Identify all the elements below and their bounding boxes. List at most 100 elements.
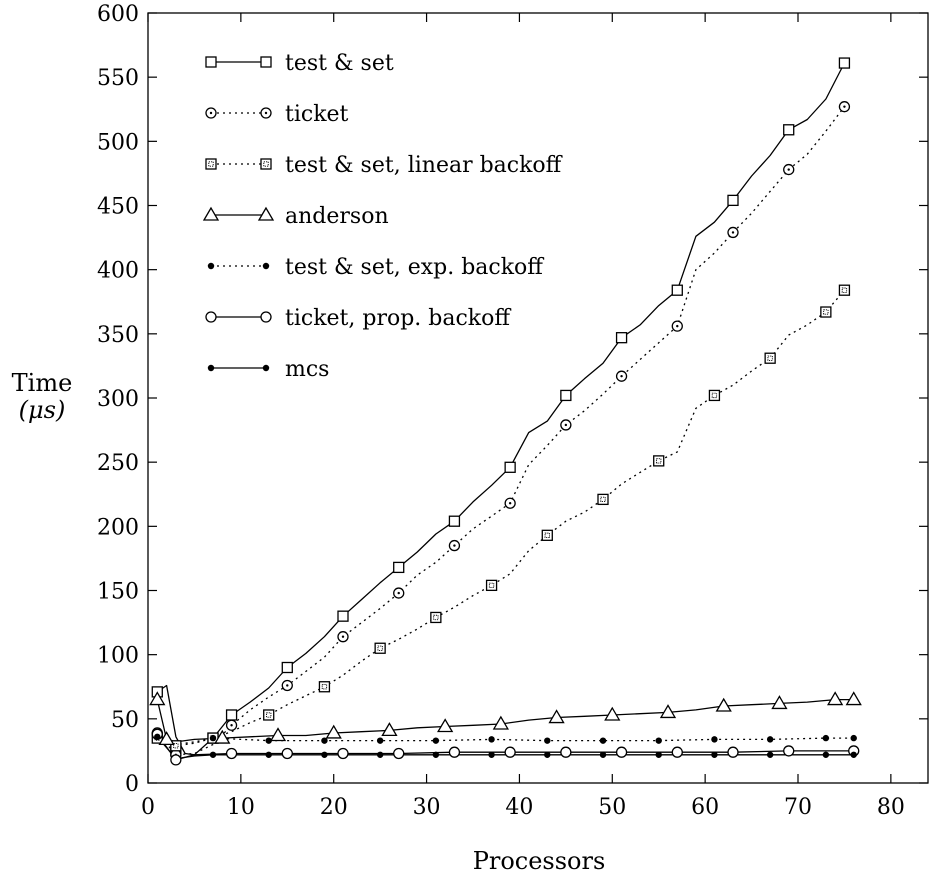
marker-inner	[731, 231, 735, 234]
data-point-series-6	[432, 751, 440, 758]
legend-marker	[260, 311, 272, 323]
y-tick-label: 0	[125, 772, 139, 797]
data-point-series-1	[838, 101, 851, 113]
series-line-5	[156, 733, 854, 761]
data-point-series-6	[655, 751, 662, 758]
data-point-series-2	[597, 493, 609, 506]
marker-inner	[230, 724, 233, 727]
y-axis-label-line-2: (μs)	[19, 396, 66, 424]
marker-inner	[841, 287, 848, 293]
marker-outline	[838, 284, 851, 296]
data-point-series-5	[560, 746, 572, 758]
marker-outline	[374, 642, 386, 654]
data-point-series-0	[225, 709, 238, 721]
legend-marker	[262, 262, 270, 270]
data-point-series-1	[393, 587, 405, 599]
data-point-series-0	[783, 124, 795, 136]
marker-inner	[173, 743, 179, 749]
data-point-series-3	[325, 724, 342, 739]
legend-item: ticket, prop. backoff	[205, 306, 511, 331]
data-point-series-2	[820, 306, 832, 318]
data-point-series-6	[321, 751, 328, 758]
data-point-series-6	[822, 751, 830, 758]
marker-inner	[286, 684, 289, 687]
marker-inner	[843, 105, 846, 108]
marker-inner	[266, 712, 272, 718]
marker-inner	[433, 614, 439, 621]
data-point-series-4	[655, 737, 662, 744]
data-point-series-6	[209, 751, 217, 758]
legend: test & set ticket test & set, linear backo…	[202, 51, 563, 382]
data-point-series-3	[845, 691, 862, 706]
data-point-series-6	[488, 751, 495, 758]
y-tick-label: 500	[97, 130, 139, 155]
data-point-series-3	[771, 695, 788, 710]
marker-inner	[488, 582, 495, 589]
marker-inner	[397, 591, 400, 595]
data-point-series-6	[544, 751, 551, 758]
data-point-series-4	[209, 734, 217, 742]
data-point-series-2	[430, 611, 442, 624]
data-point-series-0	[337, 610, 349, 622]
series-markers	[149, 57, 862, 766]
data-point-series-4	[488, 736, 495, 743]
data-point-series-4	[766, 736, 774, 743]
y-tick-label: 300	[97, 387, 139, 412]
data-point-series-1	[783, 163, 795, 176]
y-tick-label: 50	[111, 708, 139, 733]
series-line-4	[157, 736, 854, 746]
y-tick-label: 200	[97, 515, 139, 540]
data-point-series-5	[337, 747, 349, 760]
marker-inner	[263, 161, 269, 167]
marker-outline	[318, 681, 331, 693]
series-line-2	[157, 289, 845, 747]
marker-inner	[264, 111, 268, 115]
data-point-series-3	[659, 704, 677, 719]
data-point-series-0	[504, 461, 516, 473]
data-point-series-1	[337, 631, 349, 643]
x-axis-ticks: 0 10 20 30 40 50 60 70 80	[141, 13, 905, 820]
x-tick-label: 70	[784, 795, 812, 820]
legend-label: mcs	[285, 357, 329, 382]
plot-frame	[147, 12, 929, 784]
y-tick-label: 150	[97, 580, 139, 605]
legend-marker	[257, 206, 275, 221]
x-tick-label: 20	[320, 795, 348, 820]
data-point-series-4	[265, 737, 272, 744]
data-point-series-2	[764, 352, 776, 364]
x-tick-label: 60	[691, 795, 719, 820]
data-point-series-6	[154, 733, 161, 740]
marker-inner	[341, 635, 345, 638]
legend-marker	[207, 364, 215, 372]
data-point-series-0	[671, 284, 683, 296]
data-point-series-2	[838, 284, 851, 296]
data-point-series-4	[432, 737, 440, 744]
x-axis-label: Processors	[473, 847, 606, 875]
legend-item: test & set	[205, 51, 394, 76]
data-point-series-5	[783, 745, 795, 757]
legend-label: ticket	[285, 102, 349, 127]
data-point-series-6	[376, 751, 384, 758]
data-point-series-6	[766, 751, 774, 758]
data-point-series-3	[492, 715, 509, 730]
marker-inner	[656, 458, 662, 464]
marker-outline	[597, 493, 609, 506]
data-point-series-3	[437, 718, 454, 733]
legend-label: anderson	[285, 204, 389, 229]
legend-label: ticket, prop. backoff	[285, 306, 511, 331]
data-point-series-5	[671, 746, 683, 758]
data-point-series-6	[265, 751, 272, 758]
marker-outline	[205, 158, 217, 170]
data-point-series-0	[393, 561, 405, 574]
data-point-series-5	[727, 746, 739, 758]
y-tick-label: 550	[97, 66, 139, 91]
y-tick-label: 450	[97, 195, 139, 220]
data-point-series-4	[822, 734, 830, 742]
y-tick-label: 400	[97, 259, 139, 284]
data-point-series-6	[599, 751, 607, 758]
data-point-series-5	[448, 746, 461, 758]
legend-marker	[207, 262, 215, 270]
series-line-3	[156, 698, 854, 743]
data-point-series-0	[615, 332, 628, 344]
data-point-series-5	[170, 754, 182, 766]
